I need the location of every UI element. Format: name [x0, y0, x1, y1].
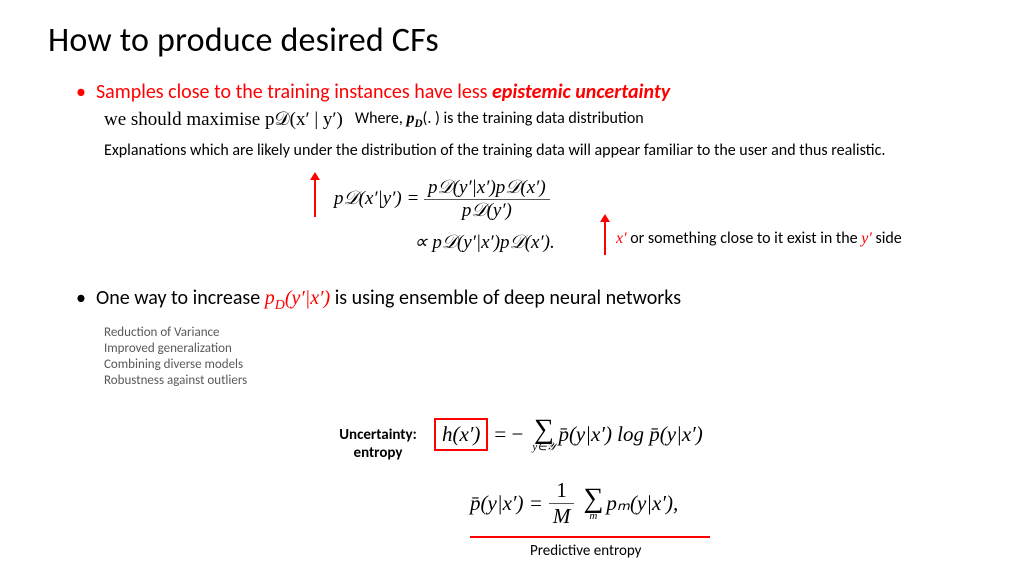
maximise-expression: we should maximise p𝒟(x′ | y′): [104, 109, 343, 131]
annot-suffix: side: [872, 229, 902, 248]
bullet-1-prefix: Samples close to the training instances …: [96, 80, 492, 104]
explanation-text: Explanations which are likely under the …: [104, 141, 976, 161]
benefits-list: Reduction of Variance Improved generaliz…: [104, 325, 976, 389]
eq1-lhs: p𝒟(x′|y′) =: [334, 188, 419, 209]
arrow-up-left-icon: [314, 179, 316, 217]
eq1-den: p𝒟(y′): [424, 199, 550, 222]
unc-line1: Uncertainty:: [339, 426, 417, 444]
entropy-block: Uncertainty: entropy h(x′) = − ∑ y∈𝒴 p̄(…: [332, 416, 703, 462]
annotation-right: x′ or something close to it exist in the…: [616, 229, 902, 248]
where-text: Where, pD(. ) is the training data distr…: [355, 109, 644, 130]
benefit-item: Combining diverse models: [104, 357, 976, 373]
sum-symbol-2: ∑ m: [583, 485, 603, 522]
eq1-num: p𝒟(y′|x′)p𝒟(x′): [424, 177, 550, 199]
annot-x: x′: [616, 230, 627, 247]
pbar-equation: p̄(y|x′) = 1 M ∑ m pₘ(y|x′),: [470, 478, 678, 529]
benefit-item: Reduction of Variance: [104, 325, 976, 341]
equation-2: ∝ p𝒟(y′|x′)p𝒟(x′).: [414, 231, 555, 254]
arrow-up-right-icon: [604, 221, 606, 255]
maximise-row: we should maximise p𝒟(x′ | y′) Where, pD…: [104, 109, 976, 131]
bullet-dot-icon: •: [76, 79, 86, 105]
entropy-equation: h(x′) = − ∑ y∈𝒴 p̄(y|x′) log p̄(y|x′): [434, 416, 703, 453]
hx-box: h(x′): [434, 418, 488, 451]
entropy-eq-prefix: = −: [494, 422, 523, 447]
entropy-body: p̄(y|x′) log p̄(y|x′): [558, 422, 702, 447]
annot-y: y′: [861, 230, 872, 247]
uncertainty-label: Uncertainty: entropy: [332, 416, 424, 462]
bullet-2-prefix: One way to increase: [96, 286, 265, 310]
unc-line2: entropy: [354, 444, 403, 462]
predictive-entropy-label: Predictive entropy: [530, 542, 641, 560]
equation-1: p𝒟(x′|y′) = p𝒟(y′|x′)p𝒟(x′) p𝒟(y′): [334, 177, 550, 222]
annot-mid: or something close to it exist in the: [627, 229, 862, 248]
pbar-lhs: p̄(y|x′) =: [470, 491, 543, 516]
bullet-2-suffix: is using ensemble of deep neural network…: [330, 286, 681, 310]
pbar-body: pₘ(y|x′),: [606, 491, 678, 516]
bullet-2: • One way to increase pD(y′|x′) is using…: [76, 285, 976, 319]
predictive-underline: [470, 536, 710, 538]
bullet-dot-icon: •: [76, 285, 86, 311]
pbar-num: 1: [549, 478, 575, 503]
benefit-item: Improved generalization: [104, 341, 976, 357]
bullet-2-expr: pD(y′|x′): [265, 287, 330, 309]
bullet-2-text: One way to increase pD(y′|x′) is using e…: [96, 285, 681, 319]
pbar-den: M: [549, 503, 575, 529]
slide-title: How to produce desired CFs: [48, 20, 976, 61]
benefit-item: Robustness against outliers: [104, 373, 976, 389]
sum-symbol: ∑ y∈𝒴: [532, 416, 555, 453]
bullet-1-text: Samples close to the training instances …: [96, 79, 670, 105]
equation-block: p𝒟(x′|y′) = p𝒟(y′|x′)p𝒟(x′) p𝒟(y′) ∝ p𝒟(…: [104, 171, 976, 267]
bullet-1-emph: epistemic uncertainty: [492, 80, 670, 104]
sum-sub: y∈𝒴: [532, 442, 555, 453]
bullet-1: • Samples close to the training instance…: [76, 79, 976, 105]
